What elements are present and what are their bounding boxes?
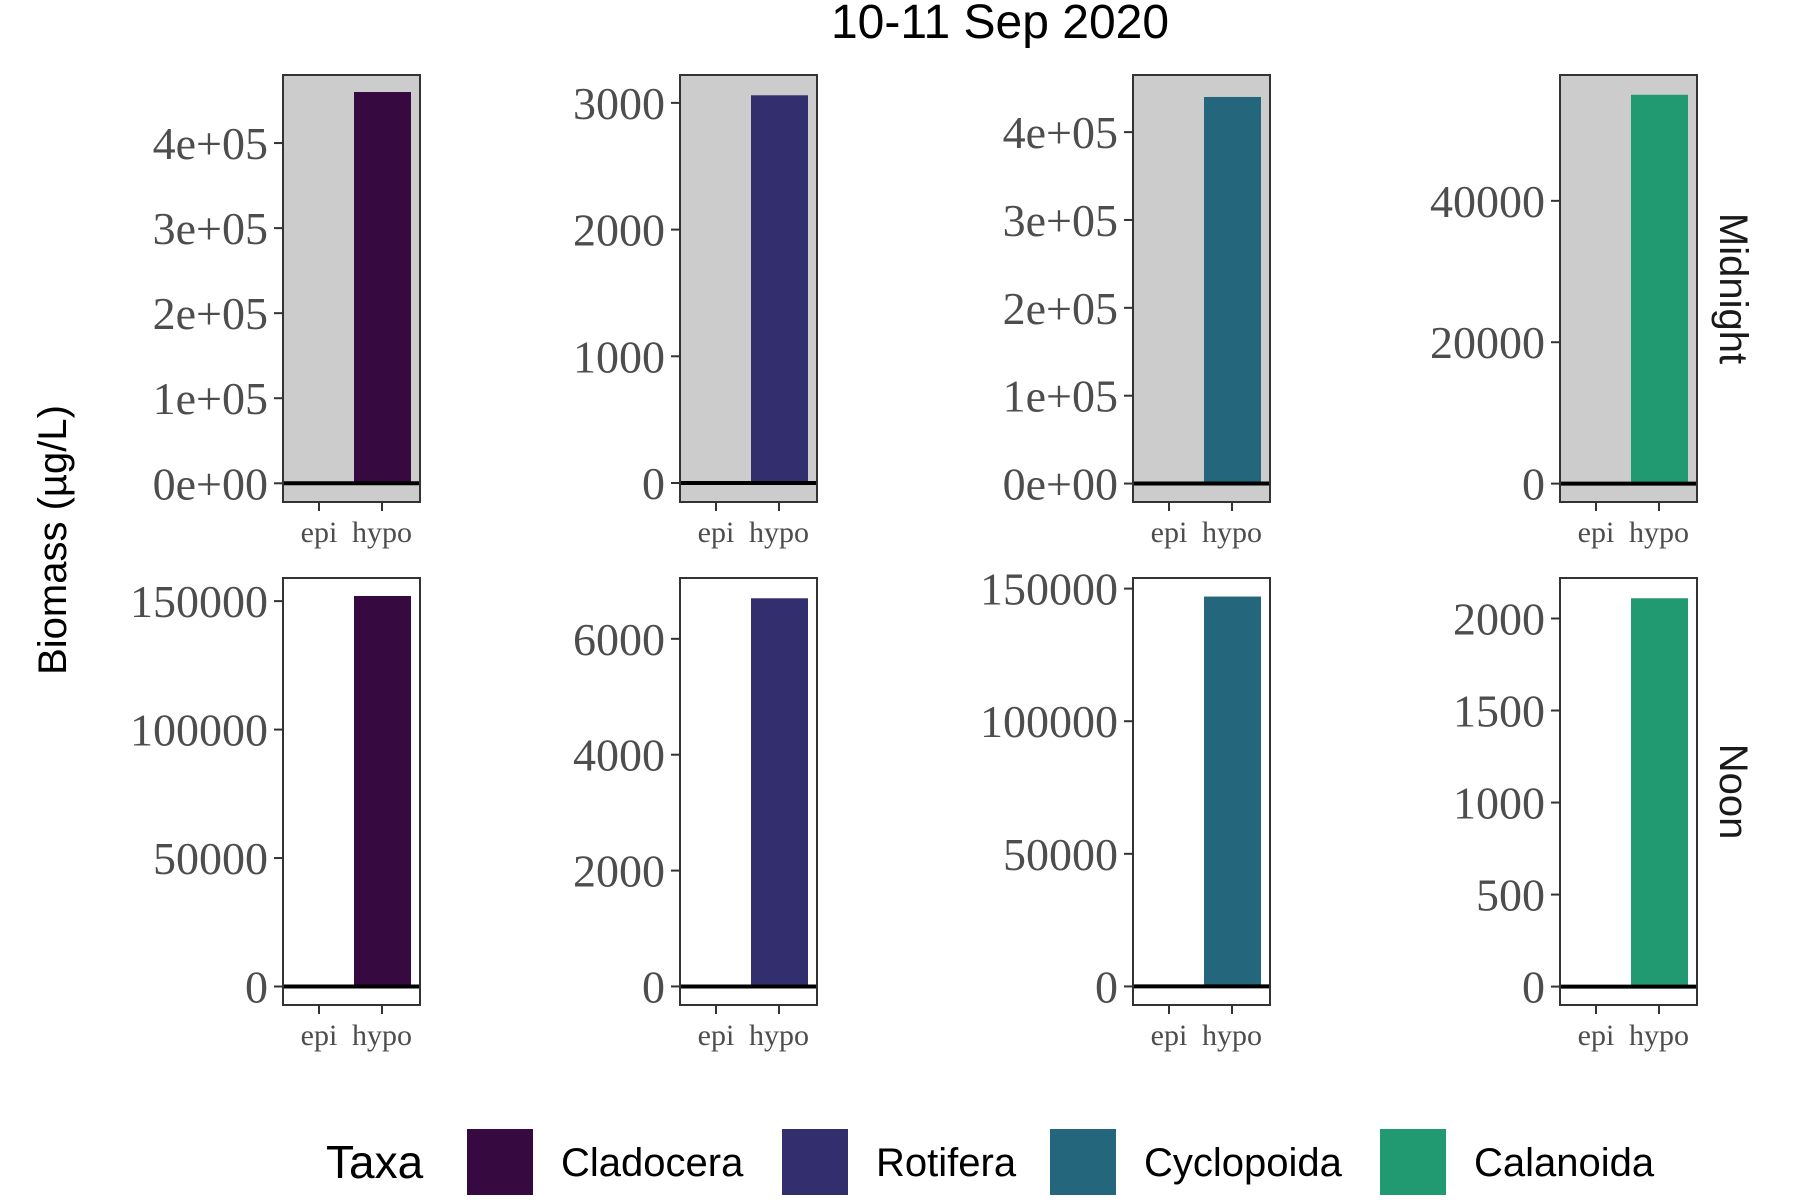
legend-label: Rotifera <box>876 1141 1017 1185</box>
legend-item-cladocera: Cladocera <box>467 1129 744 1195</box>
legend-title: Taxa <box>326 1136 424 1188</box>
x-tick-label-epi: epi <box>1578 1019 1615 1052</box>
y-tick-label: 0 <box>642 458 665 509</box>
y-tick-label: 0e+00 <box>153 458 268 509</box>
bar-hypo <box>1631 94 1688 484</box>
legend-label: Cladocera <box>561 1141 744 1185</box>
x-tick-label-hypo: hypo <box>1202 1019 1262 1052</box>
y-tick-label: 3e+05 <box>153 203 268 254</box>
legend-label: Cyclopoida <box>1144 1141 1343 1185</box>
panel-midnight-cladocera: 0e+00 1e+05 2e+05 3e+05 4e+05 epi hypo <box>153 74 421 549</box>
x-tick-label-epi: epi <box>698 1019 735 1052</box>
y-tick-label: 1e+05 <box>1003 371 1118 422</box>
x-tick-label-hypo: hypo <box>352 516 412 549</box>
bar-hypo <box>354 92 411 484</box>
y-tick-label: 150000 <box>130 576 268 627</box>
legend-label: Calanoida <box>1474 1141 1655 1185</box>
legend: Taxa Cladocera Rotifera Cyclopoida Calanoid… <box>326 1129 1655 1195</box>
y-tick-label: 0 <box>1522 459 1545 510</box>
y-tick-label: 100000 <box>130 705 268 756</box>
bar-hypo <box>1204 96 1261 484</box>
legend-item-cyclopoida: Cyclopoida <box>1050 1129 1343 1195</box>
bar-hypo <box>751 95 808 483</box>
legend-key <box>1050 1129 1116 1195</box>
x-tick-label-hypo: hypo <box>1629 1019 1689 1052</box>
y-axis-label: Biomass (µg/L) <box>31 405 75 675</box>
x-tick-label-epi: epi <box>1151 1019 1188 1052</box>
bar-hypo <box>354 595 411 987</box>
row-strips: Midnight Noon <box>1711 213 1755 839</box>
x-tick-label-hypo: hypo <box>749 516 809 549</box>
y-tick-label: 3000 <box>573 78 665 129</box>
y-tick-label: 0 <box>642 961 665 1012</box>
y-tick-label: 4e+05 <box>1003 107 1118 158</box>
x-tick-label-epi: epi <box>1151 516 1188 549</box>
y-tick-label: 0 <box>1522 962 1545 1013</box>
y-tick-label: 1500 <box>1453 686 1545 737</box>
y-tick-label: 2000 <box>573 846 665 897</box>
panel-border <box>282 577 421 1006</box>
panel-noon-cladocera: 0 50000 100000 150000 epi hypo <box>130 576 421 1052</box>
y-tick-label: 20000 <box>1430 317 1545 368</box>
panel-border <box>1132 577 1271 1006</box>
y-tick-label: 2000 <box>1453 593 1545 644</box>
bar-hypo <box>1631 598 1688 987</box>
panel-midnight-rotifera: 0 1000 2000 3000 epi hypo <box>573 74 818 549</box>
x-tick-label-epi: epi <box>698 516 735 549</box>
y-tick-label: 40000 <box>1430 176 1545 227</box>
y-tick-label: 1e+05 <box>153 373 268 424</box>
panel-noon-calanoida: 0 500 1000 1500 2000 epi hypo <box>1453 577 1698 1052</box>
y-tick-label: 150000 <box>980 564 1118 615</box>
panel-border <box>1559 74 1698 503</box>
y-tick-label: 1000 <box>1453 778 1545 829</box>
bar-hypo <box>751 598 808 987</box>
y-tick-label: 6000 <box>573 614 665 665</box>
legend-item-calanoida: Calanoida <box>1380 1129 1655 1195</box>
x-tick-label-hypo: hypo <box>352 1019 412 1052</box>
y-tick-label: 3e+05 <box>1003 195 1118 246</box>
panel-border <box>1559 577 1698 1006</box>
y-tick-label: 1000 <box>573 331 665 382</box>
legend-key <box>782 1129 848 1195</box>
panel-border <box>1132 74 1271 503</box>
legend-key <box>1380 1129 1446 1195</box>
x-tick-label-epi: epi <box>301 1019 338 1052</box>
panel-border <box>282 74 421 503</box>
panel-border <box>679 74 818 503</box>
y-tick-label: 0e+00 <box>1003 459 1118 510</box>
bar-hypo <box>1204 596 1261 987</box>
y-tick-label: 2000 <box>573 205 665 256</box>
y-tick-label: 100000 <box>980 696 1118 747</box>
legend-key <box>467 1129 533 1195</box>
row-strip-noon: Noon <box>1711 744 1755 840</box>
panel-noon-rotifera: 0 2000 4000 6000 epi hypo <box>573 577 818 1052</box>
y-tick-label: 50000 <box>153 833 268 884</box>
y-tick-label: 4000 <box>573 730 665 781</box>
y-tick-label: 50000 <box>1003 829 1118 880</box>
y-tick-label: 0 <box>1095 961 1118 1012</box>
panel-midnight-calanoida: 0 20000 40000 epi hypo <box>1430 74 1698 549</box>
y-tick-label: 2e+05 <box>153 288 268 339</box>
x-tick-label-hypo: hypo <box>1629 516 1689 549</box>
y-tick-label: 4e+05 <box>153 118 268 169</box>
x-tick-label-hypo: hypo <box>1202 516 1262 549</box>
y-tick-label: 0 <box>245 962 268 1013</box>
x-tick-label-epi: epi <box>301 516 338 549</box>
y-tick-label: 500 <box>1476 870 1545 921</box>
panel-midnight-cyclopoida: 0e+00 1e+05 2e+05 3e+05 4e+05 epi hypo <box>1003 74 1271 549</box>
y-tick-label: 2e+05 <box>1003 283 1118 334</box>
row-strip-midnight: Midnight <box>1711 213 1755 364</box>
legend-item-rotifera: Rotifera <box>782 1129 1017 1195</box>
x-tick-label-epi: epi <box>1578 516 1615 549</box>
chart-title: 10-11 Sep 2020 <box>831 0 1169 49</box>
panel-noon-cyclopoida: 0 50000 100000 150000 epi hypo <box>980 564 1271 1052</box>
x-tick-label-hypo: hypo <box>749 1019 809 1052</box>
panel-border <box>679 577 818 1006</box>
